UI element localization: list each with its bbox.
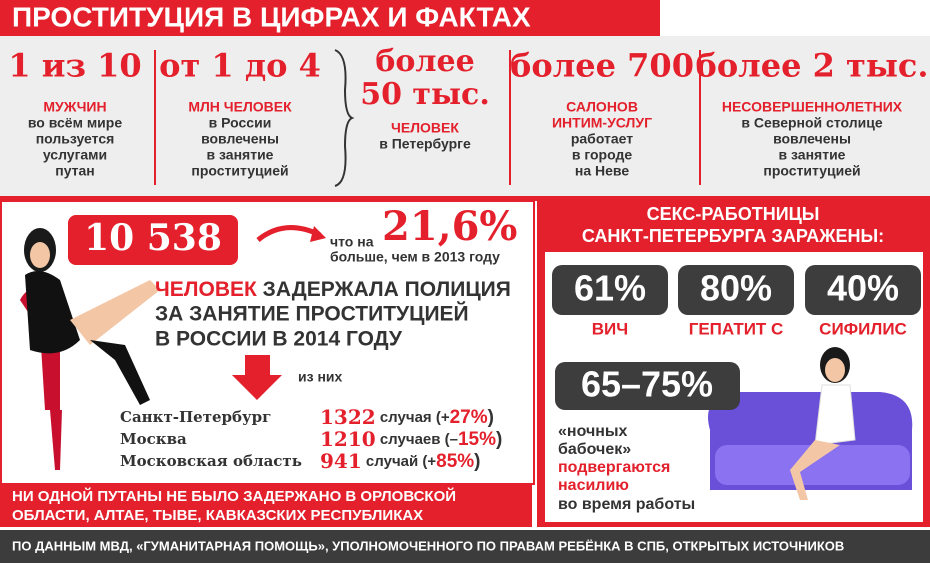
stat-label: ЧЕЛОВЕК <box>391 120 459 136</box>
headline-red: ЧЕЛОВЕК <box>155 278 257 301</box>
sofa-illustration <box>708 347 913 500</box>
stat-value: от 1 до 4 <box>159 47 321 85</box>
infection-label: СИФИЛИС <box>819 319 907 338</box>
region-name: Санкт-Петербург <box>120 408 271 426</box>
region-stats: 941 случай (+85%) <box>320 449 481 473</box>
region-close: ) <box>488 407 494 428</box>
stat-text: в Северной столице <box>741 115 882 131</box>
footer-bar <box>0 530 930 563</box>
infection-label: ГЕПАТИТ С <box>689 319 784 338</box>
violence-red-line: подвергаются <box>558 459 670 476</box>
headline-line: В РОССИИ В 2014 ГОДУ <box>155 328 403 351</box>
infection-value: 80% <box>700 268 772 309</box>
footer-source: ПО ДАННЫМ МВД, «ГУМАНИТАРНАЯ ПОМОЩЬ», УП… <box>12 538 844 553</box>
stat-value: 50 тыс. <box>360 77 490 112</box>
region-stats: 1322 случая (+27%) <box>320 405 494 429</box>
stat-text: во всём мире <box>28 115 122 131</box>
title: ПРОСТИТУЦИЯ В ЦИФРАХ И ФАКТАХ <box>12 1 531 32</box>
increase-text: больше, чем в 2013 году <box>330 249 500 265</box>
divider <box>0 196 930 201</box>
violence-value: 65–75% <box>581 364 713 405</box>
stat-label: МЛН ЧЕЛОВЕК <box>188 99 292 115</box>
stat-value: более 2 тыс. <box>695 47 928 85</box>
violence-red-line: насилию <box>558 477 629 494</box>
down-arrow <box>232 355 282 400</box>
note-strip <box>0 485 532 527</box>
headline-line: ЗАДЕРЖАЛА ПОЛИЦИЯ <box>263 278 511 301</box>
region-unit: случаев (– <box>380 431 458 448</box>
violence-line: «ночных <box>558 423 628 440</box>
region-change: 27% <box>450 407 488 428</box>
region-count: 941 <box>320 449 362 473</box>
stat-text: в городе <box>572 147 633 163</box>
infection-box <box>805 265 921 315</box>
stat-text: проституцией <box>763 163 860 179</box>
violence-tail: во время работы <box>558 496 695 513</box>
stat-value: более <box>375 44 474 79</box>
stat-text: путан <box>55 163 95 179</box>
increase-prefix: что на <box>330 234 374 250</box>
infections-title: САНКТ-ПЕТЕРБУРГА ЗАРАЖЕНЫ: <box>582 226 884 246</box>
of-them: из них <box>298 369 343 385</box>
stat-text: на Неве <box>575 163 629 179</box>
stat-text: вовлечены <box>201 131 279 147</box>
infections-title: СЕКС-РАБОТНИЦЫ <box>647 204 820 224</box>
infection-value: 40% <box>827 268 899 309</box>
infection-box <box>552 265 668 315</box>
stat-text: услугами <box>43 147 107 163</box>
stat-text: работает <box>571 131 633 147</box>
arrowhead <box>310 226 326 242</box>
region-unit: случая (+ <box>380 409 450 426</box>
stat-text: пользуется <box>36 131 115 147</box>
stat-value: более 700 <box>510 47 694 85</box>
infection-label: ВИЧ <box>592 319 628 338</box>
stat-text: в Петербурге <box>379 136 471 152</box>
region-change: 85% <box>436 451 474 472</box>
region-stats: 1210 случаев (–15%) <box>320 427 502 451</box>
note-line: ОБЛАСТИ, АЛТАЕ, ТЫВЕ, КАВКАЗСКИХ РЕСПУБЛ… <box>12 507 423 524</box>
headline-line: ЗА ЗАНЯТИЕ ПРОСТИТУЦИЕЙ <box>155 302 469 326</box>
violence-box <box>555 362 740 410</box>
stat-label: НЕСОВЕРШЕННОЛЕТНИХ <box>722 99 903 115</box>
total: 10 538 <box>84 217 222 259</box>
note-line: НИ ОДНОЙ ПУТАНЫ НЕ БЫЛО ЗАДЕРЖАНО В ОРЛО… <box>12 487 456 505</box>
region-count: 1210 <box>320 427 376 451</box>
infection-box <box>678 265 794 315</box>
headline: ЧЕЛОВЕК ЗАДЕРЖАЛА ПОЛИЦИЯ <box>155 278 511 301</box>
stat-text: в занятие <box>207 147 274 163</box>
woman-illustration <box>20 228 160 470</box>
stat-text: в России <box>209 115 272 131</box>
violence-line: бабочек» <box>558 441 631 458</box>
stat-value: 1 из 10 <box>8 47 141 85</box>
region-change: 15% <box>458 429 496 450</box>
region-close: ) <box>474 451 480 472</box>
brace <box>334 49 355 187</box>
title-bar <box>0 0 660 36</box>
stat-label: ИНТИМ-УСЛУГ <box>552 115 652 131</box>
stat-label: МУЖЧИН <box>43 99 106 115</box>
total-box <box>68 215 238 265</box>
region-close: ) <box>496 429 502 450</box>
stat-text: проституцией <box>191 163 288 179</box>
stat-text: в занятие <box>779 147 846 163</box>
region-unit: случай (+ <box>366 453 436 470</box>
stat-text: вовлечены <box>773 131 851 147</box>
region-name: Московская область <box>120 452 302 470</box>
increase: 21,6% <box>382 203 517 250</box>
stat-label: САЛОНОВ <box>566 99 638 115</box>
region-name: Москва <box>120 430 187 448</box>
infection-value: 61% <box>574 268 646 309</box>
region-count: 1322 <box>320 405 376 429</box>
